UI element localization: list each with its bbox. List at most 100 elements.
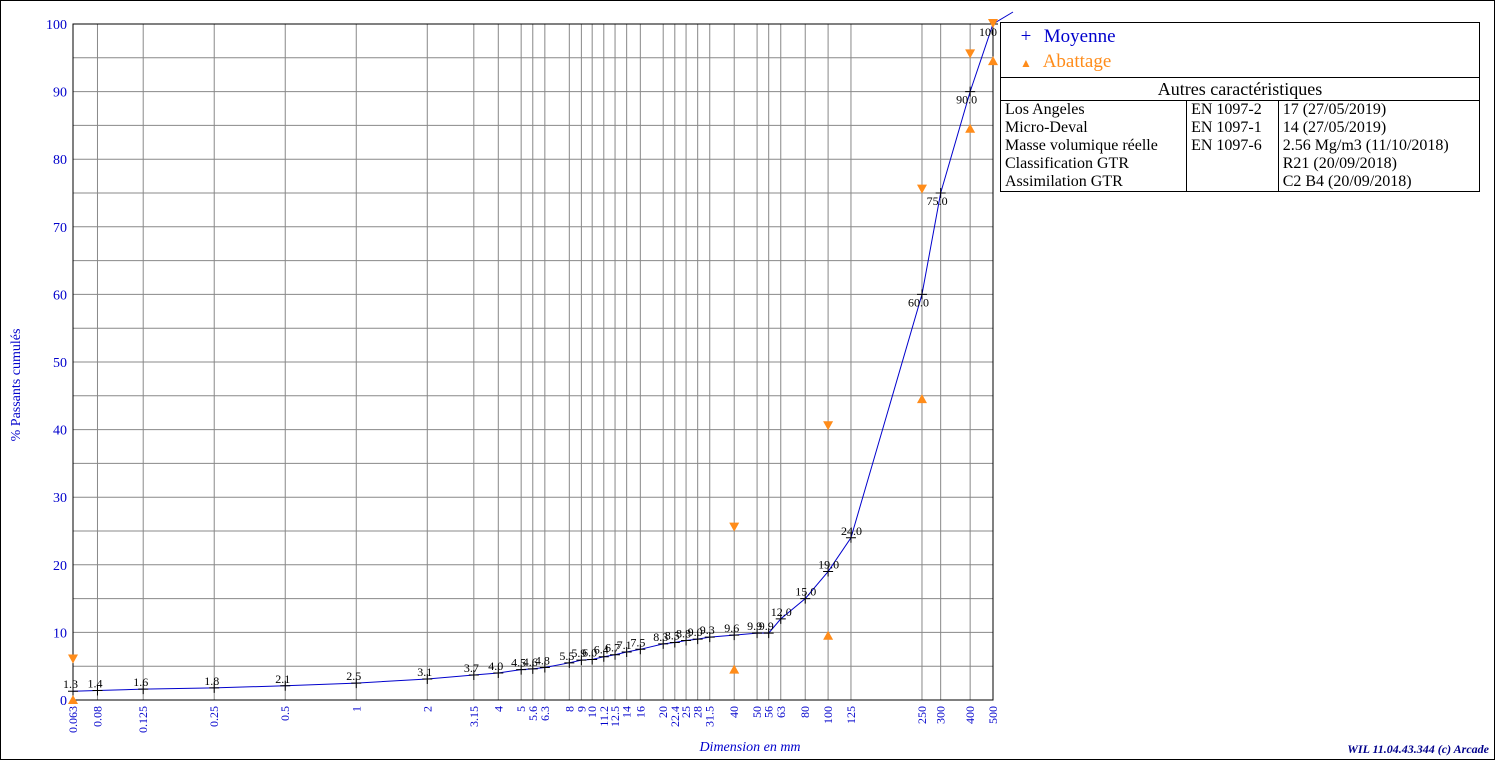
cell-value: 2.56 Mg/m3 (11/10/2018) — [1277, 137, 1479, 155]
cell-name: Masse volumique réelle — [1005, 137, 1158, 154]
x-tick-label: 63 — [774, 706, 788, 718]
lower-bound-marker — [68, 695, 78, 704]
other-characteristics-table: Autres caractéristiques Los Angeles EN 10… — [1000, 77, 1480, 192]
copyright-text: WIL 11.04.43.344 (c) Arcade — [1347, 742, 1489, 756]
legend: + Moyenne ▲ Abattage — [1000, 22, 1480, 78]
y-tick-label: 70 — [53, 221, 67, 236]
data-point-label: 1.6 — [133, 675, 148, 689]
data-point-marker — [692, 634, 703, 645]
data-point-label: 5.9 — [571, 646, 586, 660]
legend-label: Moyenne — [1043, 26, 1116, 47]
data-point-label: 9.9 — [747, 619, 762, 633]
data-point-label: 4.6 — [523, 655, 538, 669]
data-point-label: 9.3 — [700, 623, 715, 637]
data-point-label: 6.4 — [594, 643, 609, 657]
x-tick-label: 6.3 — [538, 706, 552, 721]
x-tick-label: 5 — [514, 706, 528, 712]
data-point-label: 1.4 — [87, 677, 102, 691]
x-tick-label: 1 — [349, 706, 363, 712]
lower-bound-marker — [988, 56, 998, 66]
data-point-marker — [658, 638, 669, 649]
x-tick-label: 40 — [727, 706, 741, 718]
y-tick-label: 10 — [53, 626, 67, 641]
x-tick-label: 400 — [963, 706, 977, 724]
data-point-label: 3.1 — [417, 665, 432, 679]
data-point-label: 2.1 — [275, 672, 290, 686]
y-tick-label: 80 — [53, 153, 67, 168]
y-axis-label: % Passants cumulés — [9, 329, 24, 442]
triangle-marker-icon: ▲ — [1020, 56, 1032, 70]
upper-bound-marker — [823, 421, 834, 431]
x-tick-label: 11.2 — [597, 706, 611, 727]
data-point-marker — [681, 635, 692, 646]
x-tick-label: 0.5 — [278, 706, 292, 721]
abattage-series — [68, 19, 998, 704]
x-tick-label: 16 — [633, 706, 647, 718]
data-point-label: 9.0 — [688, 625, 703, 639]
x-tick-label: 56 — [762, 706, 776, 718]
x-tick-label: 80 — [798, 706, 812, 718]
y-tick-label: 50 — [53, 356, 67, 371]
x-tick-label: 0.125 — [136, 706, 150, 733]
data-point-label: 2.5 — [346, 669, 361, 683]
data-point-label: 15.0 — [795, 585, 816, 599]
data-point-marker — [916, 289, 927, 300]
table-caption: Autres caractéristiques — [1001, 78, 1479, 101]
x-tick-label: 2 — [420, 706, 434, 712]
x-tick-label: 5.6 — [526, 706, 540, 721]
data-point-label: 1.3 — [63, 677, 78, 691]
x-axis-ticks: 0.063 0.08 0.125 0.25 0.5 1 2 3.15 4 55.66.3 89101… — [66, 706, 1000, 733]
plot-area-border — [72, 23, 994, 701]
data-point-label: 6.7 — [605, 641, 620, 655]
data-point-marker — [280, 680, 291, 691]
data-point-label: 90.0 — [956, 93, 977, 107]
y-tick-label: 90 — [53, 86, 67, 101]
data-point-label: 7.1 — [617, 638, 632, 652]
data-point-label: 4.5 — [511, 656, 526, 670]
data-point-label: 3.7 — [464, 661, 479, 675]
x-tick-label: 50 — [750, 706, 764, 718]
data-point-marker — [800, 593, 811, 604]
x-tick-label: 500 — [986, 706, 1000, 724]
lower-bound-marker — [916, 394, 927, 404]
cell-norm: EN 1097-1 — [1186, 119, 1279, 137]
x-tick-label: 0.063 — [66, 706, 80, 733]
moyenne-series: 1.3 1.4 1.6 1.8 2.1 2.5 3.1 3.7 4.0 4.54.64.8 5.55… — [63, 11, 1014, 697]
table-row: Masse volumique réelle EN 1097-6 2.56 Mg/m… — [1001, 137, 1479, 155]
data-point-marker — [763, 628, 774, 639]
y-tick-label: 30 — [53, 491, 67, 506]
data-point-marker — [351, 678, 362, 689]
data-point-marker — [598, 651, 609, 662]
cell-name: Micro-Deval — [1005, 119, 1088, 136]
data-point-marker — [493, 667, 504, 678]
legend-item-moyenne: + Moyenne — [1013, 25, 1116, 49]
legend-item-abattage: ▲ Abattage — [1013, 50, 1111, 74]
x-tick-label: 31.5 — [703, 706, 717, 727]
data-point-label: 75.0 — [927, 194, 948, 208]
x-tick-label: 10 — [585, 706, 599, 718]
lower-bound-marker — [729, 664, 740, 674]
upper-bound-marker — [68, 654, 78, 664]
y-tick-label: 60 — [53, 288, 67, 303]
data-point-marker — [669, 637, 680, 648]
x-tick-label: 20 — [656, 706, 670, 718]
data-point-marker — [752, 628, 763, 639]
x-tick-label: 14 — [620, 706, 634, 718]
lower-bound-marker — [965, 123, 976, 133]
x-tick-label: 25 — [679, 706, 693, 718]
x-tick-label: 125 — [844, 706, 858, 724]
upper-bound-marker — [916, 184, 927, 194]
data-point-label: 8.3 — [653, 630, 668, 644]
data-point-marker — [775, 613, 786, 624]
data-point-marker — [539, 662, 550, 673]
data-point-marker — [729, 630, 740, 641]
data-point-marker — [576, 655, 587, 666]
lower-bound-marker — [823, 630, 834, 640]
cell-value: 17 (27/05/2019) — [1277, 101, 1479, 119]
data-point-marker — [468, 669, 479, 680]
cell-name: Assimilation GTR — [1005, 173, 1123, 190]
x-tick-label: 300 — [934, 706, 948, 724]
data-point-label: 1.8 — [204, 674, 219, 688]
data-point-label: 100 — [979, 25, 997, 39]
data-point-marker — [527, 663, 538, 674]
